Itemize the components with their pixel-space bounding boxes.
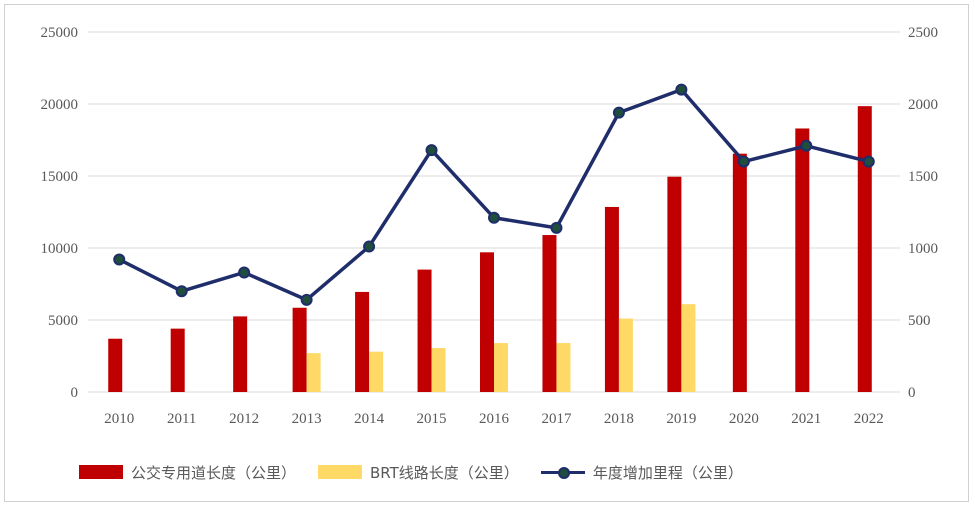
y-left-tick-label: 15000	[41, 169, 79, 185]
legend-swatch-bus-lane	[79, 465, 123, 479]
bar-brt	[306, 353, 321, 392]
y-left-tick-label: 10000	[41, 241, 79, 257]
bar-bus-lane	[795, 128, 810, 392]
x-tick-label: 2010	[104, 411, 134, 427]
y-right-tick-label: 2500	[908, 25, 938, 41]
x-tick-label: 2011	[167, 411, 196, 427]
x-tick-label: 2019	[666, 411, 696, 427]
bar-bus-lane	[667, 176, 682, 392]
point-annual-increase	[238, 266, 251, 279]
legend-label-bus-lane: 公交专用道长度（公里）	[131, 463, 297, 482]
point-annual-increase	[113, 253, 126, 266]
bar-bus-lane	[857, 106, 872, 392]
x-tick-label: 2014	[354, 411, 385, 427]
y-right-tick-label: 1000	[908, 241, 938, 257]
x-tick-label: 2022	[854, 411, 884, 427]
point-annual-increase	[550, 221, 563, 234]
point-annual-increase	[612, 106, 625, 119]
legend-swatch-annual-increase	[540, 465, 585, 479]
x-tick-label: 2021	[791, 411, 821, 427]
bar-bus-lane	[417, 269, 432, 392]
legend-swatch-brt	[318, 465, 363, 479]
x-tick-label: 2012	[229, 411, 259, 427]
point-annual-increase	[488, 211, 500, 224]
point-annual-increase	[737, 155, 750, 168]
y-left-tick-label: 0	[71, 385, 79, 401]
point-annual-increase	[800, 139, 813, 152]
x-tick-label: 2018	[604, 411, 634, 427]
bar-brt	[618, 318, 633, 392]
bar-bus-lane	[108, 338, 123, 392]
y-right-tick-label: 1500	[908, 169, 938, 185]
legend-item-bus-lane: 公交专用道长度（公里）	[79, 462, 296, 483]
bar-brt	[369, 351, 384, 392]
x-tick-label: 2017	[541, 411, 572, 427]
bar-brt	[556, 343, 571, 392]
bar-bus-lane	[732, 153, 747, 392]
y-left-tick-label: 5000	[48, 313, 78, 329]
legend-label-brt: BRT线路长度（公里）	[370, 463, 519, 482]
bar-brt	[681, 304, 696, 392]
x-tick-label: 2015	[417, 411, 447, 427]
bar-bus-lane	[292, 307, 307, 392]
legend-label-annual-increase: 年度增加里程（公里）	[592, 463, 743, 482]
bar-bus-lane	[542, 235, 557, 392]
legend: 公交专用道长度（公里） BRT线路长度（公里） 年度增加里程（公里）	[79, 460, 765, 484]
point-annual-increase	[300, 293, 313, 306]
chart-frame: 0 5000 10000 15000 20000 25000 0 500 1000 1500 200…	[4, 4, 969, 502]
point-annual-increase	[175, 285, 188, 298]
bar-bus-lane	[355, 291, 370, 392]
point-annual-increase	[862, 155, 875, 168]
x-tick-label: 2020	[729, 411, 759, 427]
bar-bus-lane	[480, 252, 494, 392]
bar-brt	[494, 343, 508, 392]
legend-item-brt: BRT线路长度（公里）	[318, 462, 519, 483]
y-left-tick-label: 25000	[41, 25, 79, 41]
bar-bus-lane	[233, 316, 248, 392]
combo-chart: 0 5000 10000 15000 20000 25000 0 500 1000 1500 200…	[41, 25, 939, 427]
bar-brt	[431, 348, 446, 392]
x-tick-label: 2013	[292, 411, 322, 427]
y-right-tick-label: 0	[908, 385, 916, 401]
point-annual-increase	[425, 144, 438, 157]
point-annual-increase	[675, 83, 688, 96]
y-right-tick-label: 2000	[908, 97, 938, 113]
y-right-tick-label: 500	[908, 313, 931, 329]
x-tick-label: 2016	[479, 411, 510, 427]
y-left-tick-label: 20000	[41, 97, 79, 113]
bar-bus-lane	[604, 206, 619, 392]
bar-bus-lane	[170, 328, 185, 392]
legend-item-annual-increase: 年度增加里程（公里）	[540, 462, 743, 483]
point-annual-increase	[363, 240, 376, 253]
